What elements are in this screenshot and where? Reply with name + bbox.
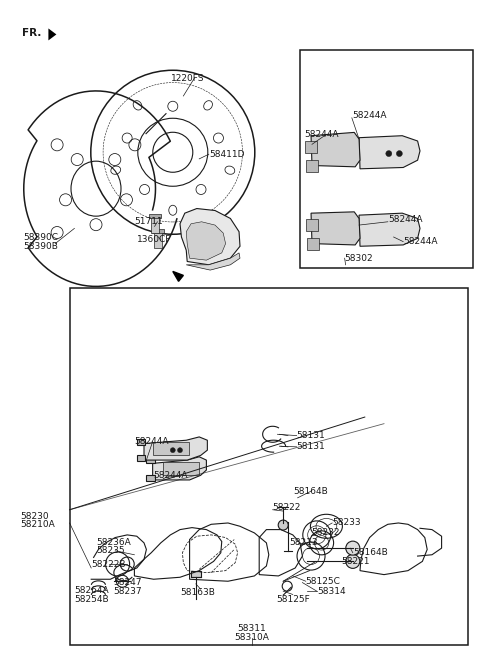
Bar <box>306 160 318 171</box>
Text: 58310A: 58310A <box>235 633 269 642</box>
Text: 58232: 58232 <box>311 528 339 538</box>
Polygon shape <box>186 253 240 270</box>
Bar <box>155 232 162 248</box>
Bar <box>151 217 158 233</box>
Text: 51711: 51711 <box>134 217 163 226</box>
Circle shape <box>346 541 360 555</box>
Bar <box>307 238 319 250</box>
Text: FR.: FR. <box>22 28 41 38</box>
Polygon shape <box>359 213 420 246</box>
FancyBboxPatch shape <box>146 475 155 481</box>
Text: 58221: 58221 <box>341 557 369 566</box>
Bar <box>163 462 199 475</box>
Text: 58163B: 58163B <box>180 588 215 597</box>
Polygon shape <box>48 28 57 40</box>
Bar <box>305 141 317 153</box>
Text: 58235: 58235 <box>96 546 125 555</box>
Text: 58233: 58233 <box>332 518 361 528</box>
Text: 58247: 58247 <box>113 578 141 587</box>
FancyBboxPatch shape <box>137 455 145 461</box>
Text: 1220FS: 1220FS <box>171 73 204 83</box>
Text: 58244A: 58244A <box>388 215 422 224</box>
Text: 58244A: 58244A <box>154 471 188 480</box>
Text: 58244A: 58244A <box>304 130 338 139</box>
Polygon shape <box>359 136 420 169</box>
Text: 1360CF: 1360CF <box>137 235 171 244</box>
Text: 58131: 58131 <box>297 431 325 440</box>
Polygon shape <box>173 271 183 281</box>
Circle shape <box>396 150 402 157</box>
Polygon shape <box>144 437 207 460</box>
Polygon shape <box>153 457 206 480</box>
Text: 58302: 58302 <box>345 254 373 263</box>
FancyBboxPatch shape <box>137 439 145 445</box>
Text: 58244A: 58244A <box>403 237 438 246</box>
Text: 58390B: 58390B <box>23 242 58 251</box>
Bar <box>300 50 473 268</box>
Text: 58314: 58314 <box>317 587 346 596</box>
Text: 58131: 58131 <box>297 442 325 451</box>
Text: 58222: 58222 <box>273 502 301 512</box>
FancyBboxPatch shape <box>146 458 155 463</box>
Text: 58311: 58311 <box>238 624 266 634</box>
Polygon shape <box>311 212 360 245</box>
Text: 58264A: 58264A <box>74 586 109 595</box>
Text: 58210A: 58210A <box>20 520 55 530</box>
Circle shape <box>386 150 392 157</box>
Bar <box>149 214 160 218</box>
Text: 58244A: 58244A <box>352 111 386 120</box>
Polygon shape <box>311 132 360 167</box>
Text: 58254B: 58254B <box>74 594 109 604</box>
Text: 58164B: 58164B <box>353 548 387 557</box>
Bar <box>153 442 189 455</box>
Text: 58125C: 58125C <box>306 577 341 586</box>
Text: 58244A: 58244A <box>134 437 169 446</box>
Text: 58411D: 58411D <box>209 150 244 159</box>
Polygon shape <box>180 209 240 265</box>
Bar <box>191 571 201 577</box>
Bar <box>70 288 468 645</box>
Text: 58164B: 58164B <box>293 487 327 496</box>
Text: 58390C: 58390C <box>23 233 58 242</box>
Circle shape <box>346 554 360 569</box>
Text: 58213: 58213 <box>289 538 318 547</box>
Circle shape <box>278 520 288 530</box>
Circle shape <box>170 448 175 453</box>
Text: 58230: 58230 <box>20 512 49 521</box>
Bar <box>306 219 318 231</box>
Text: 58237: 58237 <box>113 587 142 596</box>
Bar <box>153 228 164 232</box>
Text: 58125F: 58125F <box>276 594 310 604</box>
Text: 58236A: 58236A <box>96 538 131 547</box>
Text: 58222B: 58222B <box>91 559 126 569</box>
Circle shape <box>178 448 182 453</box>
Polygon shape <box>186 222 226 260</box>
